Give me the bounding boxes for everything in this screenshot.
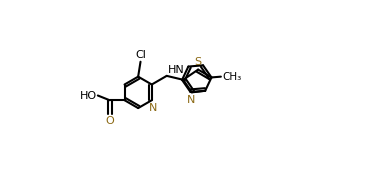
Text: O: O: [105, 116, 114, 126]
Text: S: S: [194, 57, 202, 67]
Text: HO: HO: [80, 90, 97, 100]
Text: CH₃: CH₃: [222, 72, 241, 82]
Text: N: N: [187, 95, 196, 105]
Text: HN: HN: [168, 65, 185, 75]
Text: N: N: [149, 103, 157, 113]
Text: Cl: Cl: [135, 50, 146, 60]
